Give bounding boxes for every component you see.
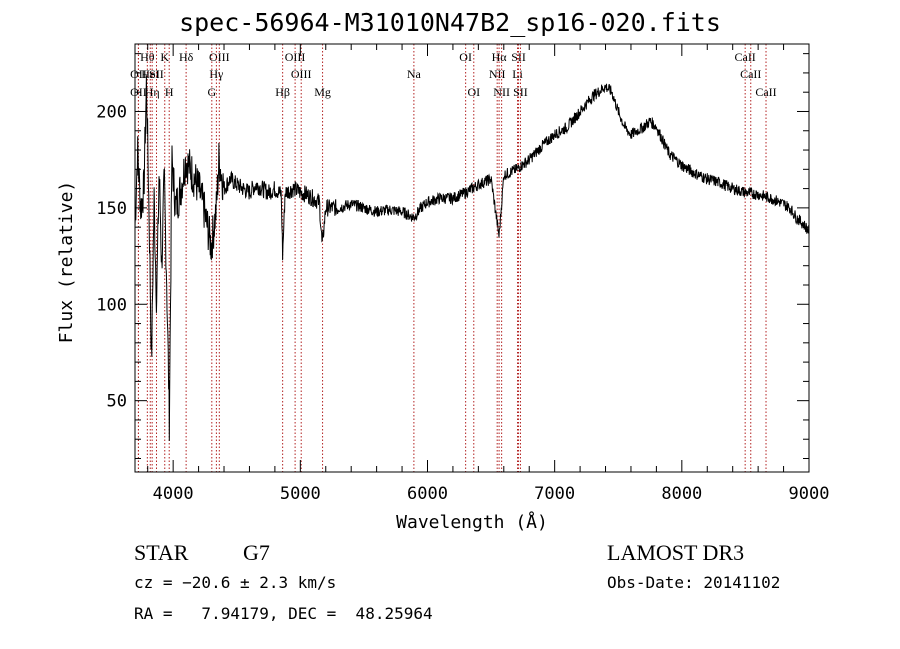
axis-ticks: 4000 5000 6000 7000 8000 9000 50 100 150 200 [96,44,829,504]
x-tick-label: 4000 [153,484,194,504]
y-axis-label: Flux (relative) [56,181,77,344]
y-tick-label: 150 [96,199,127,219]
line-marker-label: HeI [141,67,159,81]
y-tick-label: 200 [96,102,127,122]
x-tick-label: 5000 [280,484,321,504]
object-subclass: G7 [243,540,270,565]
line-marker-label: CaII [755,85,776,99]
line-marker-label: Hγ [209,67,224,81]
line-marker-label: OIII [209,50,230,64]
x-tick-label: 7000 [534,484,575,504]
y-tick-label: 50 [107,392,127,412]
x-tick-label: 9000 [789,484,830,504]
line-marker-label: Hθ [140,50,155,64]
line-marker-label: OI [459,50,472,64]
line-marker-label: OI [467,85,480,99]
line-marker-label: Hη [145,85,160,99]
obs-date: Obs-Date: 20141102 [607,573,781,592]
line-marker-label: Li [512,67,523,81]
line-marker-label: NII [489,67,506,81]
survey-name: LAMOST DR3 [607,540,745,565]
line-marker-label: Hα [492,50,508,64]
line-marker-label: NII [493,85,510,99]
line-marker-label: Hδ [179,50,194,64]
chart-title: spec-56964-M31010N47B2_sp16-020.fits [179,8,721,37]
redshift-cz: cz = −20.6 ± 2.3 km/s [134,573,337,592]
line-marker-label: SII [149,67,164,81]
line-marker-label: G [207,85,216,99]
line-marker-label: Hβ [275,85,290,99]
line-marker-label: OII [130,67,147,81]
ra-dec: RA = 7.94179, DEC = 48.25964 [134,604,433,623]
x-tick-label: 8000 [661,484,702,504]
line-marker-label: SII [513,85,528,99]
line-marker-label: H [165,85,174,99]
line-marker-label: SII [511,50,526,64]
line-marker-label: Na [407,67,422,81]
x-tick-label: 6000 [407,484,448,504]
x-axis-label: Wavelength (Å) [396,511,548,533]
object-class: STAR [134,540,189,565]
line-marker-label: Mg [314,85,331,99]
line-marker-label: K [160,50,169,64]
y-tick-label: 100 [96,295,127,315]
line-marker-label: OIII [285,50,306,64]
line-marker-label: CaII [740,67,761,81]
line-marker-label: CaII [734,50,755,64]
line-marker-label: OIII [291,67,312,81]
spectrum-line [134,75,810,441]
plot-frame [134,43,810,473]
